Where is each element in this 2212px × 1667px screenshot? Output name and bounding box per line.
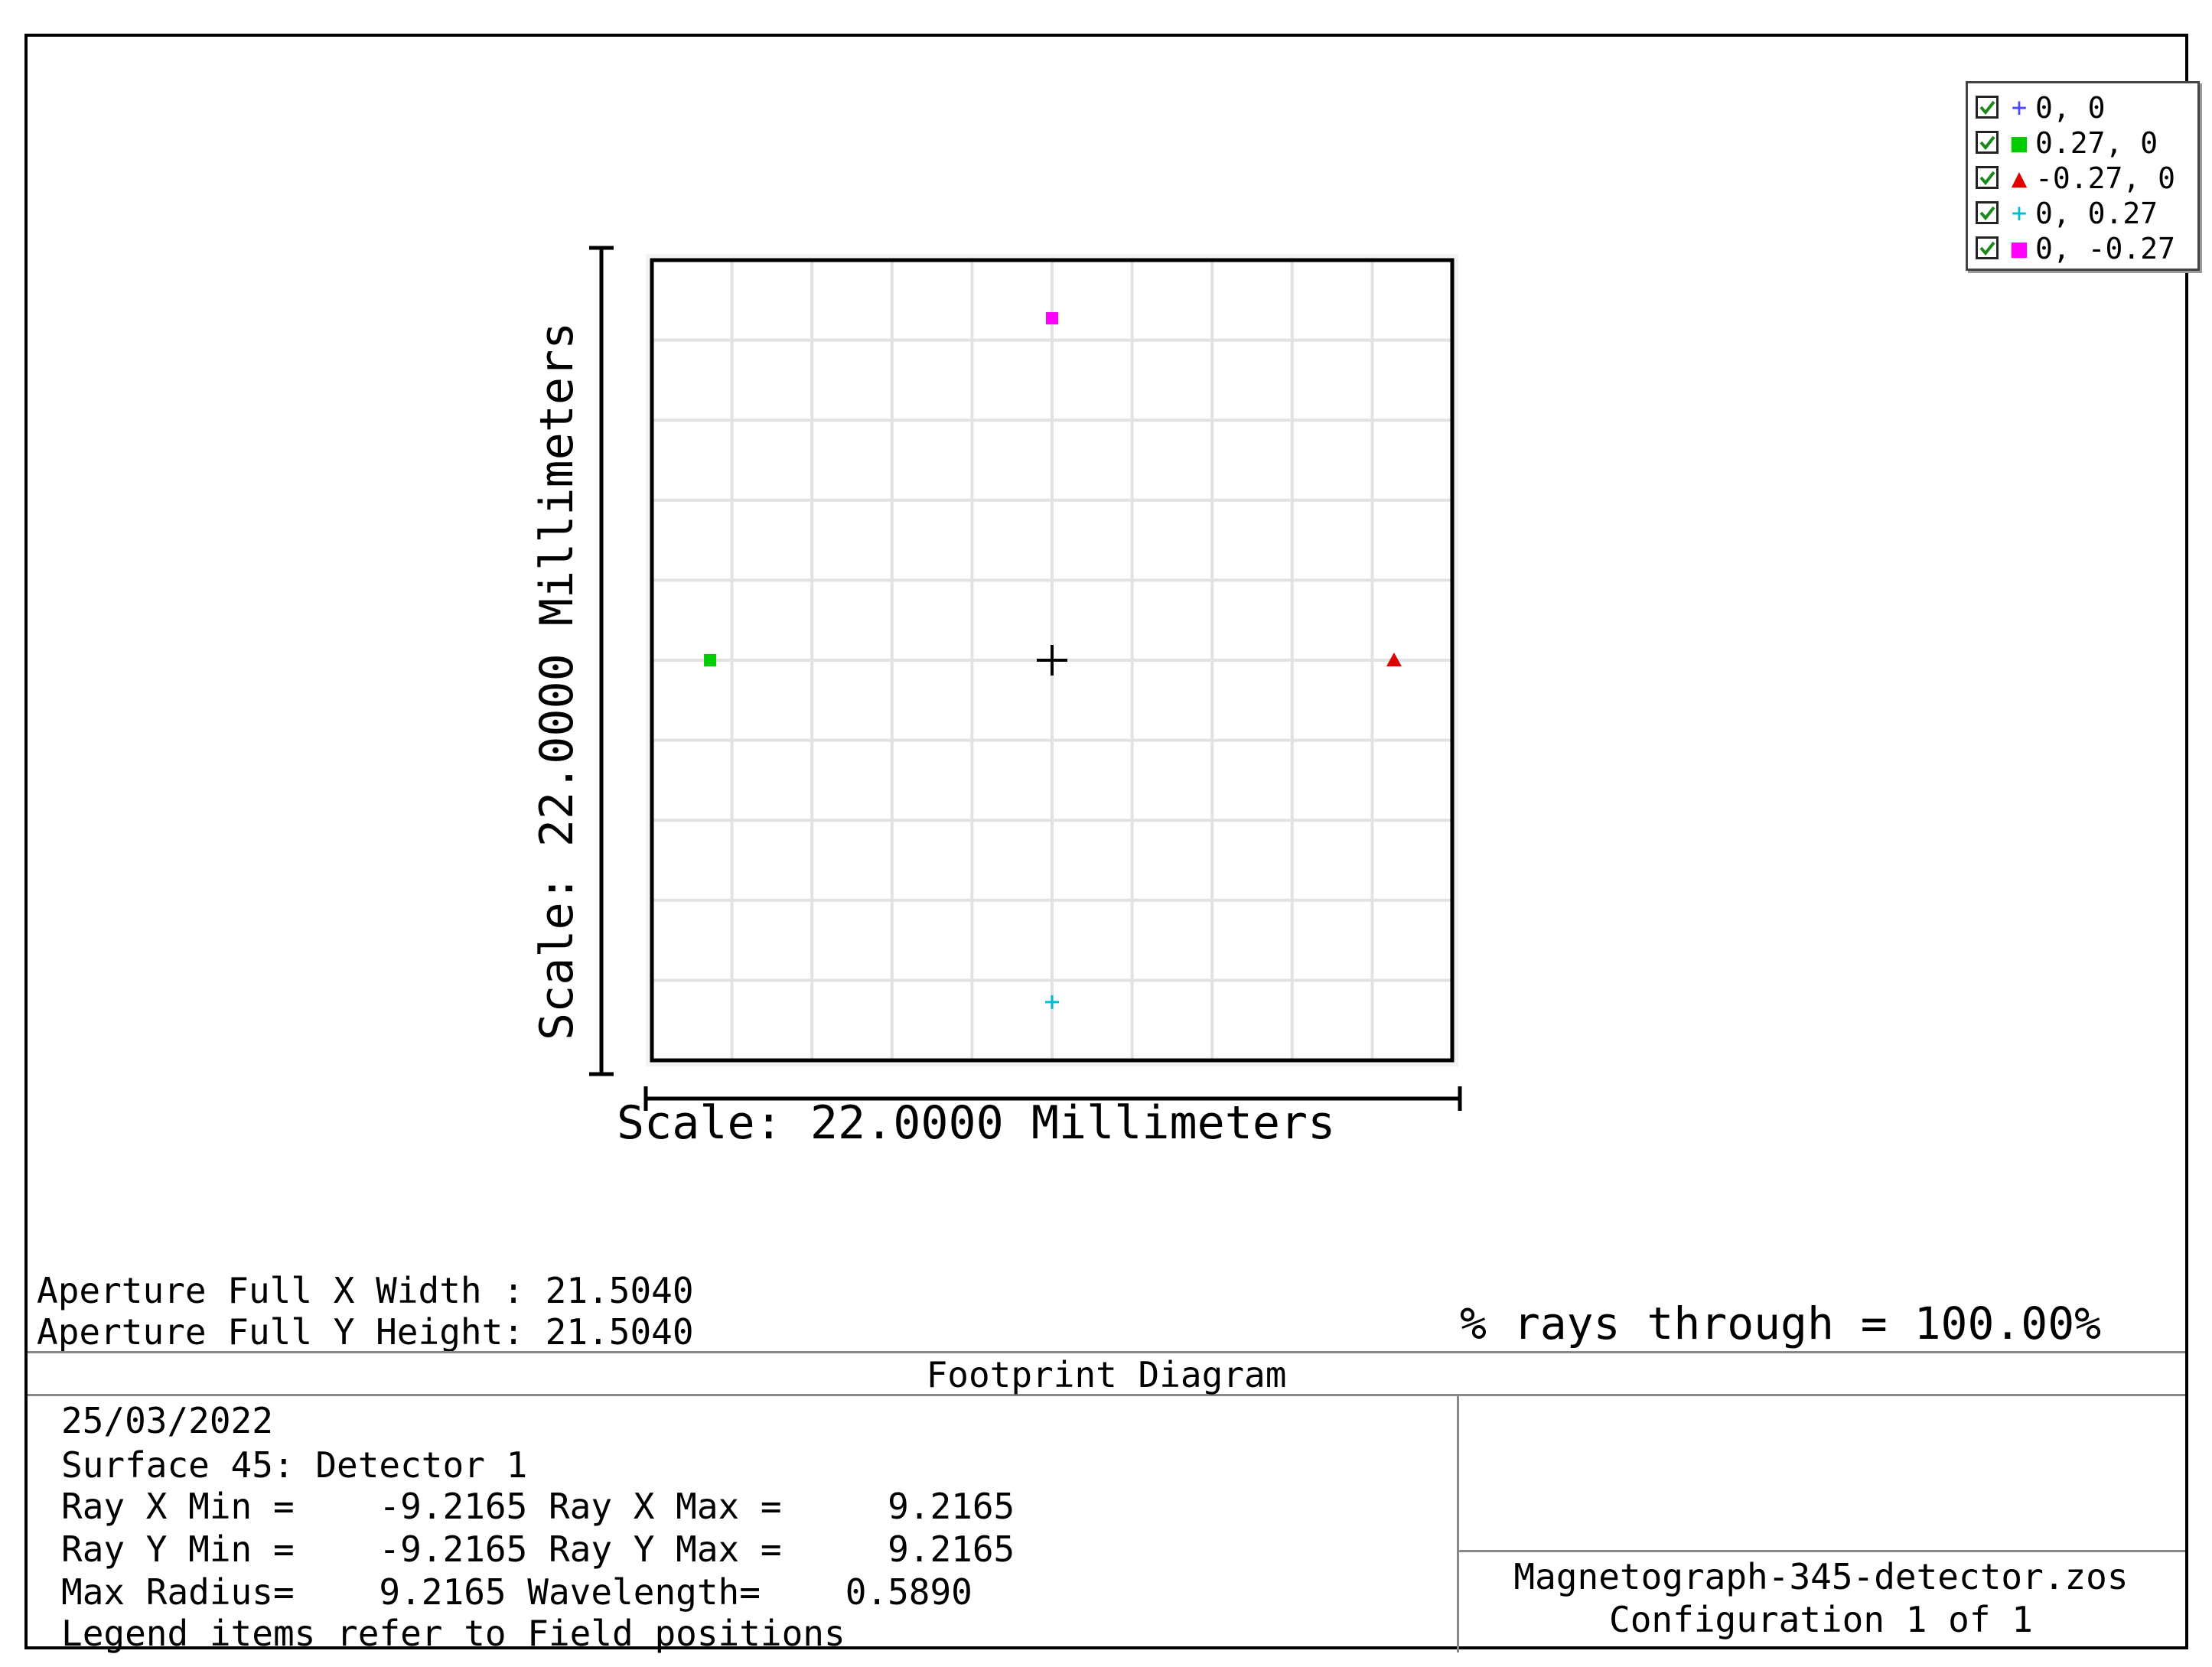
data-point-triangle (1386, 653, 1402, 666)
legend-label: 0, 0.27 (2035, 197, 2158, 230)
footer-surface: Surface 45: Detector 1 (61, 1444, 528, 1486)
data-point-square (704, 654, 717, 666)
plus-marker-icon: + (2011, 93, 2028, 123)
legend-label: -0.27, 0 (2035, 161, 2176, 195)
footer-date: 25/03/2022 (61, 1400, 273, 1441)
footprint-window: Scale: 22.0000 Millimeters Scale: 22.0000… (24, 34, 2200, 1654)
legend-item[interactable]: ■ 0.27, 0 (1976, 126, 2158, 160)
footer-top-divider (28, 1351, 2185, 1353)
plot-canvas: Scale: 22.0000 Millimeters Scale: 22.0000… (530, 246, 1462, 1150)
triangle-marker-icon: ▲ (2011, 163, 2028, 194)
x-axis-label: Scale: 22.0000 Millimeters (617, 1096, 1335, 1150)
footer-ray-y: Ray Y Min = -9.2165 Ray Y Max = 9.2165 (61, 1529, 1015, 1570)
footer-legend-note: Legend items refer to Field positions (61, 1613, 845, 1654)
plot-border (650, 258, 1455, 1063)
footer-filename: Magnetograph-345-detector.zos (1513, 1556, 2129, 1597)
plus-marker-icon: + (2011, 198, 2028, 229)
legend-label: 0, 0 (2035, 91, 2106, 125)
y-axis-label: Scale: 22.0000 Millimeters (530, 322, 584, 1040)
footer-title-divider (28, 1394, 2185, 1396)
square-marker-icon: ■ (2011, 128, 2028, 158)
legend-item[interactable]: ■ 0, -0.27 (1976, 232, 2175, 265)
footer-max-radius: Max Radius= 9.2165 Wavelength= 0.5890 (61, 1571, 972, 1613)
legend-item[interactable]: ▲ -0.27, 0 (1976, 161, 2175, 195)
data-point-square (1046, 312, 1058, 325)
legend-label: 0, -0.27 (2035, 232, 2176, 265)
legend-item[interactable]: + 0, 0.27 (1976, 197, 2158, 230)
footer-ray-x: Ray X Min = -9.2165 Ray X Max = 9.2165 (61, 1486, 1015, 1527)
square-marker-icon: ■ (2011, 233, 2028, 264)
legend-checkbox[interactable] (1976, 166, 1999, 189)
legend-item[interactable]: + 0, 0 (1976, 91, 2106, 125)
aperture-y-height: Aperture Full Y Height: 21.5040 (37, 1311, 694, 1353)
legend-checkbox[interactable] (1976, 96, 1999, 119)
legend-checkbox[interactable] (1976, 131, 1999, 154)
legend-checkbox[interactable] (1976, 201, 1999, 224)
footer-title: Footprint Diagram (926, 1354, 1287, 1395)
aperture-x-width: Aperture Full X Width : 21.5040 (37, 1270, 694, 1311)
legend-checkbox[interactable] (1976, 236, 1999, 259)
legend-label: 0.27, 0 (2035, 126, 2158, 160)
footer-right-divider (1457, 1550, 2185, 1552)
footer-configuration: Configuration 1 of 1 (1609, 1599, 2033, 1640)
rays-through: % rays through = 100.00% (1460, 1297, 2102, 1350)
footer-column-divider (1457, 1394, 1459, 1652)
legend: + 0, 0 ■ 0.27, 0 ▲ -0.27, 0 + 0, 0.27 ■ … (1966, 81, 2200, 271)
